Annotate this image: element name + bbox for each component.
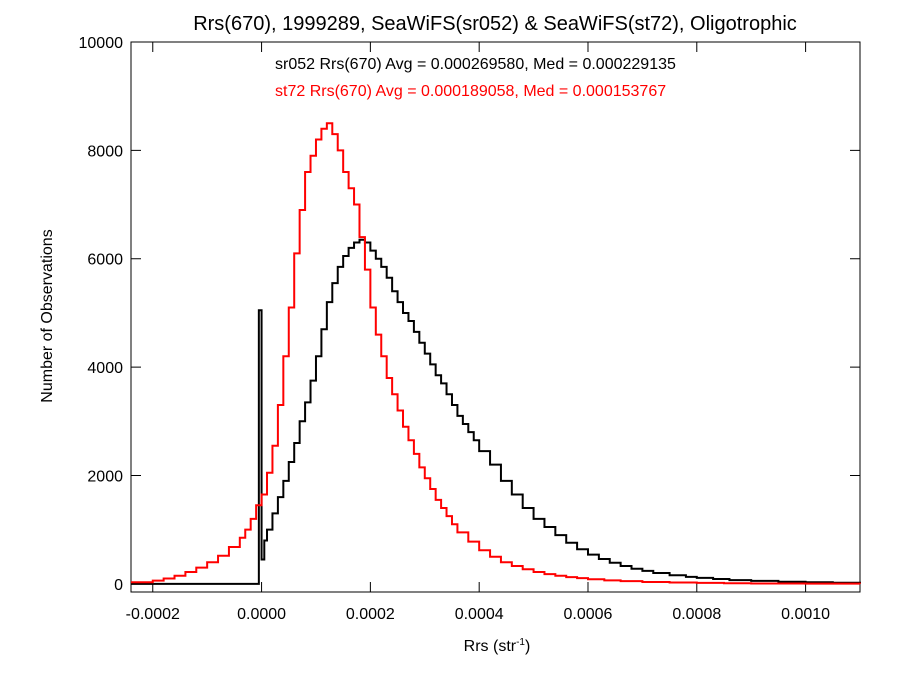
y-tick-label: 10000 — [79, 35, 124, 52]
x-tick-label: 0.0002 — [346, 606, 395, 623]
x-tick-label: 0.0000 — [237, 606, 286, 623]
x-tick-label: 0.0010 — [781, 606, 830, 623]
series-line-st72 — [131, 122, 861, 585]
y-axis-label: Number of Observations — [39, 229, 56, 402]
y-tick-label: 6000 — [87, 252, 123, 269]
x-tick-label: 0.0004 — [455, 606, 504, 623]
x-axis-label: Rrs (str-1) — [464, 637, 531, 655]
plot-frame — [130, 41, 861, 593]
x-axis-label-main: Rrs (str — [464, 638, 517, 655]
series-layer — [131, 122, 861, 585]
y-tick-label: 4000 — [87, 360, 123, 377]
x-tick-label: 0.0006 — [564, 606, 613, 623]
annotation-st72: st72 Rrs(670) Avg = 0.000189058, Med = 0… — [275, 83, 666, 100]
annotation-sr052: sr052 Rrs(670) Avg = 0.000269580, Med = … — [275, 56, 676, 73]
y-tick-label: 0 — [114, 577, 123, 594]
x-axis-label-sup: -1 — [516, 637, 525, 648]
x-axis-label-end: ) — [525, 638, 530, 655]
x-tick-label: 0.0008 — [672, 606, 721, 623]
x-axis-ticks: -0.0002 0.0000 0.0002 0.0004 0.0006 0.0008 0.0… — [126, 42, 830, 623]
x-tick-label: -0.0002 — [126, 606, 180, 623]
y-axis-ticks: 0 2000 4000 6000 8000 10000 — [79, 35, 860, 594]
y-tick-label: 2000 — [87, 468, 123, 485]
series-line-sr052 — [131, 238, 861, 585]
y-tick-label: 8000 — [87, 143, 123, 160]
chart-title: Rrs(670), 1999289, SeaWiFS(sr052) & SeaW… — [193, 13, 797, 35]
